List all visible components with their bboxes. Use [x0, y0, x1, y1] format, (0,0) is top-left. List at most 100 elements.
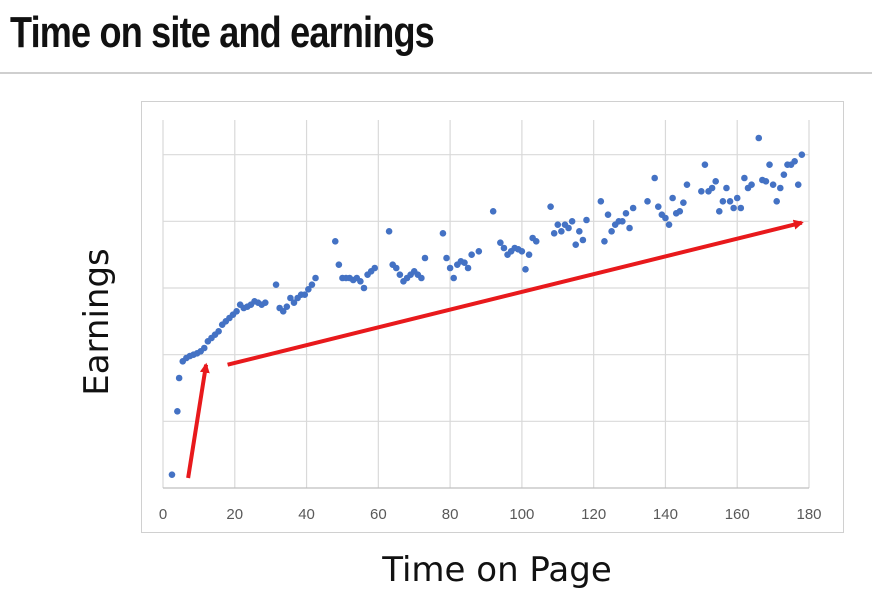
- data-point: [683, 181, 691, 188]
- data-point: [798, 151, 806, 158]
- data-point: [550, 230, 558, 237]
- data-point: [579, 236, 587, 244]
- x-tick-label: 160: [725, 506, 750, 523]
- data-point: [576, 228, 583, 235]
- data-point: [175, 374, 183, 382]
- annotation-arrow: [186, 362, 210, 479]
- data-point: [475, 248, 483, 255]
- data-point: [418, 274, 425, 282]
- data-point: [554, 221, 562, 228]
- data-point: [715, 208, 723, 215]
- x-tick-label: 140: [653, 506, 678, 523]
- data-point: [565, 224, 572, 232]
- x-tick-label: 20: [226, 506, 243, 523]
- data-point: [755, 134, 763, 142]
- data-point: [489, 208, 497, 215]
- data-point: [644, 198, 651, 205]
- data-point: [174, 408, 181, 415]
- data-point: [762, 178, 770, 185]
- data-point: [371, 264, 379, 272]
- data-point: [518, 248, 526, 255]
- x-tick-label: 80: [442, 506, 459, 523]
- annotation-arrows: [186, 219, 804, 479]
- data-point: [608, 228, 615, 235]
- data-point: [622, 210, 630, 217]
- x-tick-label: 60: [370, 506, 387, 523]
- data-point: [737, 204, 745, 212]
- title-divider: [0, 72, 872, 74]
- data-point: [730, 204, 737, 212]
- data-point: [525, 251, 533, 258]
- data-point: [312, 274, 319, 282]
- data-point: [597, 198, 605, 205]
- data-point: [283, 303, 291, 310]
- data-point: [604, 211, 612, 218]
- data-point: [305, 286, 312, 293]
- data-point: [701, 161, 709, 168]
- data-point: [733, 194, 741, 202]
- data-point: [468, 251, 475, 258]
- data-point: [301, 291, 309, 298]
- data-point: [335, 261, 343, 268]
- data-point: [794, 181, 802, 188]
- data-point: [443, 254, 450, 262]
- data-point: [629, 204, 637, 212]
- data-point: [421, 254, 429, 262]
- x-tick-label: 120: [581, 506, 606, 523]
- data-point: [497, 239, 504, 246]
- data-point: [558, 228, 565, 235]
- data-point: [698, 188, 705, 195]
- data-point: [439, 230, 447, 237]
- chart-frame: [141, 101, 844, 533]
- data-point: [748, 181, 755, 188]
- data-point: [572, 241, 580, 248]
- data-point: [773, 198, 780, 205]
- data-point: [680, 199, 687, 206]
- data-point: [308, 281, 316, 288]
- data-point: [669, 194, 676, 202]
- data-point: [708, 184, 716, 192]
- x-tick-label: 40: [298, 506, 315, 523]
- data-point: [446, 264, 454, 272]
- data-point: [723, 184, 730, 192]
- data-point: [233, 308, 240, 315]
- data-point: [385, 228, 393, 235]
- data-points: [168, 134, 806, 478]
- data-point: [215, 328, 222, 335]
- data-point: [500, 244, 508, 252]
- x-tick-label: 100: [509, 506, 534, 523]
- data-point: [279, 308, 287, 315]
- data-point: [626, 224, 633, 232]
- data-point: [360, 284, 368, 292]
- data-point: [741, 174, 748, 182]
- data-point: [290, 299, 298, 306]
- data-point: [464, 264, 472, 272]
- data-point: [522, 266, 529, 273]
- data-point: [676, 208, 684, 215]
- data-point: [261, 299, 269, 306]
- data-point: [200, 344, 208, 352]
- slide-title: Time on site and earnings: [10, 8, 435, 57]
- data-point: [568, 218, 576, 225]
- x-tick-label: 0: [159, 506, 167, 523]
- data-point: [712, 178, 719, 185]
- annotation-arrow: [227, 219, 804, 367]
- data-point: [461, 259, 468, 266]
- y-axis-label: Earnings: [77, 248, 117, 396]
- data-point: [651, 174, 658, 182]
- data-point: [287, 294, 294, 302]
- x-axis-label: Time on Page: [382, 550, 612, 590]
- data-point: [396, 271, 404, 278]
- data-point: [357, 278, 364, 285]
- data-point: [769, 181, 777, 188]
- data-point: [662, 214, 669, 222]
- data-point: [583, 216, 590, 224]
- data-point: [272, 281, 280, 288]
- data-point: [766, 161, 773, 168]
- data-point: [168, 471, 176, 478]
- data-point: [665, 221, 673, 228]
- data-point: [601, 238, 608, 245]
- x-tick-label: 180: [796, 506, 821, 523]
- data-point: [791, 158, 798, 165]
